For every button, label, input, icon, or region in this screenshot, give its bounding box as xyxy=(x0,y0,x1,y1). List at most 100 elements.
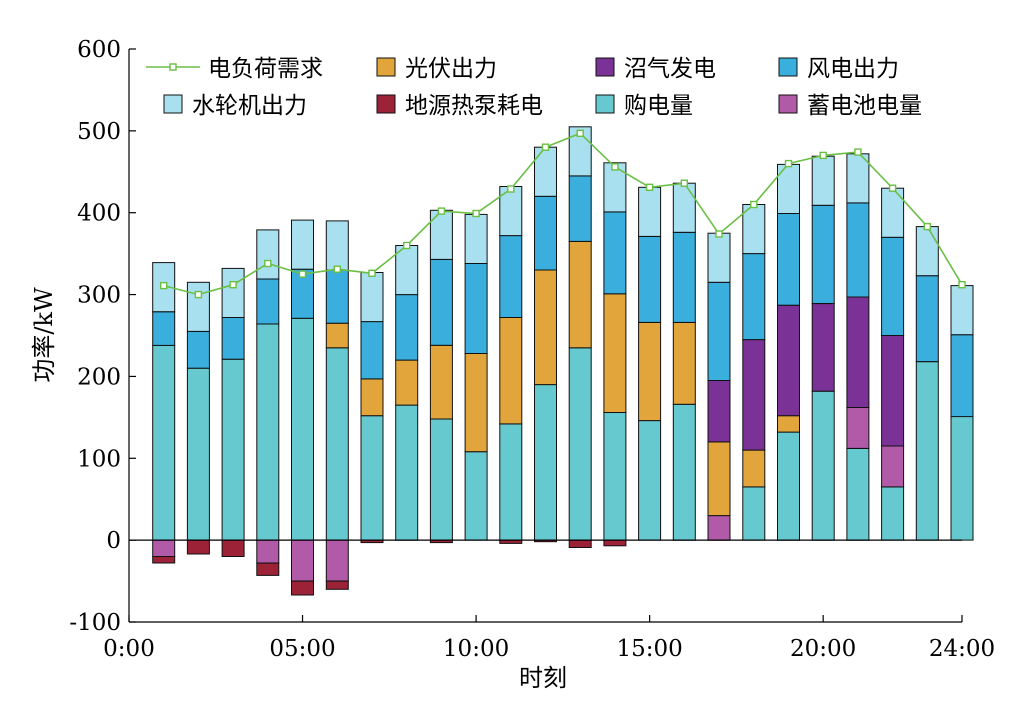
y-tick-label-0: 0 xyxy=(106,528,121,554)
marker-电负荷需求-24 xyxy=(958,281,966,289)
bar-沼气发电-17 xyxy=(707,380,731,443)
bar-购电量-6 xyxy=(325,347,349,541)
marker-电负荷需求-17 xyxy=(715,230,723,238)
bar-风电出力-11 xyxy=(499,235,523,319)
bar-购电量-14 xyxy=(603,411,627,541)
bar-水轮机出力-3 xyxy=(221,267,245,318)
x-tick-label-24: 24:00 xyxy=(929,636,995,662)
marker-电负荷需求-10 xyxy=(472,209,480,218)
bar-水轮机出力-14 xyxy=(603,162,627,213)
marker-电负荷需求-8 xyxy=(403,241,411,250)
bar-地源热泵耗电-6 xyxy=(325,580,349,590)
bar-蓄电池电量-21 xyxy=(846,407,870,449)
bars-layer xyxy=(152,126,974,596)
bar-水轮机出力-20 xyxy=(811,155,835,206)
bar-购电量-1 xyxy=(152,344,176,541)
bar-风电出力-4 xyxy=(256,278,280,325)
bar-水轮机出力-15 xyxy=(638,186,662,237)
bar-购电量-10 xyxy=(464,451,488,541)
x-axis-label: 时刻 xyxy=(519,664,567,692)
bar-蓄电池电量-22 xyxy=(881,445,905,488)
bar-蓄电池电量-17 xyxy=(707,515,731,541)
bar-沼气发电-20 xyxy=(811,303,835,392)
marker-电负荷需求-4 xyxy=(264,259,272,268)
bar-水轮机出力-6 xyxy=(325,220,349,271)
y-tick-label--100: -100 xyxy=(69,610,121,636)
marker-电负荷需求-19 xyxy=(784,159,793,168)
bar-风电出力-21 xyxy=(846,202,870,298)
bar-光伏出力-12 xyxy=(534,269,557,386)
series-line-电负荷需求 xyxy=(163,132,963,296)
legend-swatch-购电量 xyxy=(595,94,615,114)
bar-水轮机出力-7 xyxy=(360,272,384,323)
y-tick-label-600: 600 xyxy=(77,37,121,63)
legend-swatch-蓄电池电量 xyxy=(778,94,798,114)
bar-风电出力-22 xyxy=(881,236,905,336)
marker-电负荷需求-12 xyxy=(541,143,550,151)
bar-风电出力-19 xyxy=(777,213,800,306)
marker-电负荷需求-22 xyxy=(888,184,897,192)
bar-水轮机出力-17 xyxy=(707,232,731,283)
legend-swatch-光伏出力 xyxy=(376,57,396,77)
bar-购电量-19 xyxy=(777,431,800,541)
legend-swatch-风电出力 xyxy=(778,57,798,77)
bar-光伏出力-15 xyxy=(638,321,662,422)
bar-购电量-2 xyxy=(186,367,210,541)
bar-风电出力-9 xyxy=(429,258,453,346)
bar-购电量-18 xyxy=(742,486,766,541)
bar-光伏出力-18 xyxy=(742,449,766,488)
legend-swatch-地源热泵耗电 xyxy=(376,94,396,114)
bar-水轮机出力-5 xyxy=(291,219,314,270)
bar-购电量-24 xyxy=(950,416,974,541)
bar-风电出力-23 xyxy=(915,275,939,363)
bar-蓄电池电量-1 xyxy=(152,539,176,557)
bar-地源热泵耗电-3 xyxy=(221,539,245,557)
bar-风电出力-12 xyxy=(534,195,557,271)
bar-购电量-4 xyxy=(256,323,280,541)
marker-电负荷需求-2 xyxy=(194,290,203,299)
bar-蓄电池电量-6 xyxy=(325,539,349,582)
y-tick-label-100: 100 xyxy=(77,446,121,472)
marker-电负荷需求-7 xyxy=(368,269,376,277)
bar-光伏出力-17 xyxy=(707,441,731,517)
y-tick-label-400: 400 xyxy=(77,201,121,227)
marker-电负荷需求-6 xyxy=(333,265,341,273)
x-tick-label-5: 05:00 xyxy=(269,636,335,662)
bar-光伏出力-9 xyxy=(429,344,453,420)
bar-地源热泵耗电-13 xyxy=(568,539,592,548)
bar-购电量-16 xyxy=(672,403,696,541)
bar-风电出力-7 xyxy=(360,321,384,380)
bar-购电量-15 xyxy=(638,420,662,541)
bar-风电出力-24 xyxy=(950,334,974,418)
x-tick-label-10: 10:00 xyxy=(443,636,509,662)
marker-电负荷需求-5 xyxy=(298,270,307,278)
marker-电负荷需求-11 xyxy=(507,185,515,193)
bar-光伏出力-13 xyxy=(568,240,592,349)
x-tick-label-0: 0:00 xyxy=(103,636,155,662)
bar-风电出力-17 xyxy=(707,281,731,381)
bar-购电量-8 xyxy=(395,404,419,541)
bar-风电出力-15 xyxy=(638,236,662,323)
legend-label-购电量: 购电量 xyxy=(624,93,693,119)
y-tick-label-200: 200 xyxy=(77,364,121,390)
bar-光伏出力-8 xyxy=(395,359,419,406)
marker-电负荷需求-15 xyxy=(645,183,654,192)
bar-风电出力-1 xyxy=(152,311,176,346)
bar-风电出力-8 xyxy=(395,294,419,361)
bar-地源热泵耗电-1 xyxy=(152,556,176,564)
bar-沼气发电-21 xyxy=(846,296,870,408)
bar-购电量-11 xyxy=(499,423,523,541)
bar-光伏出力-16 xyxy=(672,321,696,405)
bar-购电量-12 xyxy=(534,384,557,541)
y-tick-label-500: 500 xyxy=(77,119,121,145)
bar-水轮机出力-16 xyxy=(672,182,696,233)
bar-购电量-22 xyxy=(881,486,905,541)
bar-风电出力-14 xyxy=(603,211,627,295)
legend-label-光伏出力: 光伏出力 xyxy=(405,56,497,82)
bar-光伏出力-14 xyxy=(603,293,627,413)
bar-购电量-3 xyxy=(221,358,245,541)
bar-地源热泵耗电-5 xyxy=(291,580,314,596)
bar-购电量-5 xyxy=(291,317,314,541)
